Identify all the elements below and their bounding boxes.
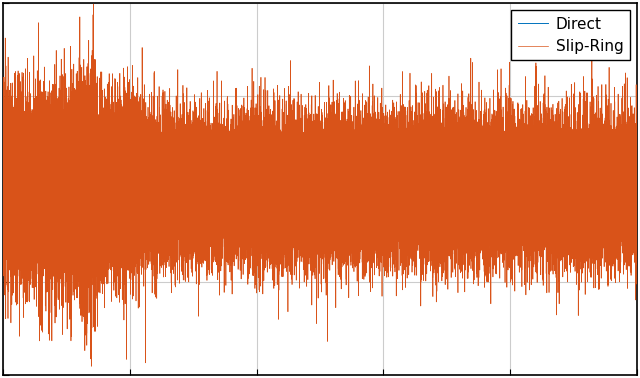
Slip-Ring xyxy=(152,200,159,204)
Direct xyxy=(412,209,420,214)
Legend: Direct, Slip-Ring: Direct, Slip-Ring xyxy=(511,11,630,60)
Slip-Ring xyxy=(42,177,50,181)
Line: Slip-Ring: Slip-Ring xyxy=(3,4,637,366)
Direct xyxy=(242,186,250,191)
Slip-Ring xyxy=(90,2,97,6)
Direct xyxy=(42,189,50,193)
Direct xyxy=(152,194,159,198)
Slip-Ring xyxy=(381,218,388,223)
Slip-Ring xyxy=(242,228,250,233)
Direct xyxy=(470,185,477,190)
Direct xyxy=(634,179,640,184)
Direct xyxy=(381,191,388,196)
Direct xyxy=(200,164,207,169)
Slip-Ring xyxy=(470,172,477,177)
Slip-Ring xyxy=(0,182,6,187)
Slip-Ring xyxy=(634,183,640,187)
Slip-Ring xyxy=(88,364,95,369)
Slip-Ring xyxy=(343,165,351,170)
Direct xyxy=(0,184,6,189)
Line: Direct: Direct xyxy=(3,167,637,211)
Direct xyxy=(343,186,351,191)
